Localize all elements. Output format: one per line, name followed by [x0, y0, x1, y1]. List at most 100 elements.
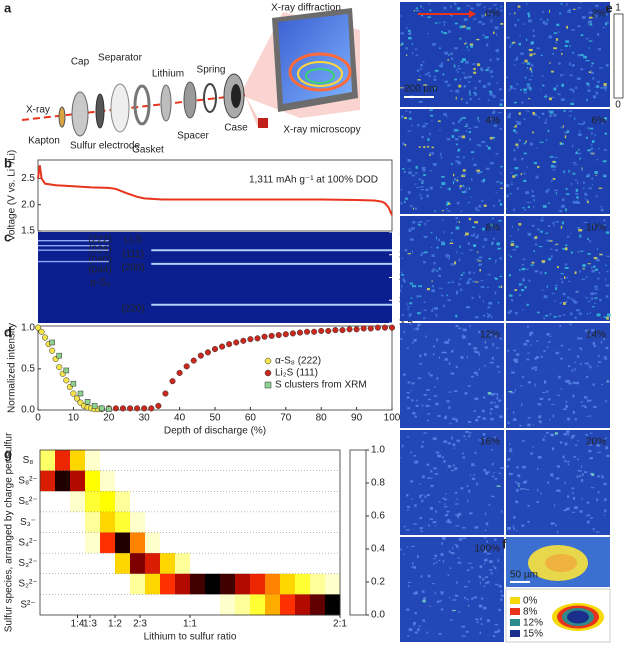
- texture-speck: [496, 485, 501, 487]
- heat-cell: [100, 491, 116, 513]
- texture-speck: [594, 91, 599, 94]
- texture-speck: [591, 266, 593, 269]
- x-tick-label: 10: [68, 413, 80, 424]
- texture-speck: [471, 226, 476, 228]
- texture-speck: [585, 60, 590, 62]
- data-point: [254, 335, 261, 342]
- texture-speck: [487, 580, 490, 584]
- texture-speck: [597, 48, 602, 51]
- texture-speck: [421, 404, 424, 407]
- texture-speck: [555, 287, 557, 290]
- heat-cell: [70, 594, 86, 616]
- texture-speck: [600, 86, 604, 89]
- texture-speck: [421, 180, 425, 183]
- texture-speck: [513, 516, 516, 519]
- texture-speck: [518, 42, 522, 46]
- texture-speck: [542, 205, 547, 208]
- texture-speck: [507, 115, 511, 119]
- texture-speck: [574, 117, 576, 120]
- texture-speck: [599, 253, 603, 256]
- texture-speck: [500, 590, 502, 593]
- texture-speck: [444, 351, 447, 354]
- texture-speck: [490, 75, 494, 78]
- texture-speck: [441, 542, 443, 545]
- texture-speck: [424, 91, 426, 94]
- texture-speck: [603, 438, 606, 440]
- texture-speck: [491, 111, 496, 114]
- texture-speck: [564, 276, 566, 279]
- texture-speck: [483, 204, 487, 207]
- texture-speck: [490, 161, 494, 165]
- texture-speck: [579, 234, 582, 238]
- texture-speck: [465, 306, 470, 309]
- texture-speck: [570, 312, 573, 316]
- texture-speck: [525, 140, 528, 143]
- data-point: [49, 339, 55, 346]
- texture-speck: [407, 29, 411, 32]
- texture-speck: [498, 371, 501, 373]
- texture-speck: [496, 82, 499, 84]
- panel-label: c: [4, 229, 11, 244]
- texture-speck: [510, 240, 515, 243]
- texture-speck: [474, 221, 478, 224]
- texture-speck: [431, 289, 435, 293]
- texture-speck: [594, 171, 598, 174]
- texture-speck: [410, 389, 412, 392]
- texture-speck: [527, 12, 530, 16]
- texture-speck: [598, 354, 600, 358]
- texture-speck: [435, 510, 437, 513]
- texture-speck: [592, 140, 595, 143]
- part-label: Lithium: [152, 69, 184, 80]
- texture-speck: [461, 252, 463, 255]
- texture-speck: [559, 441, 563, 444]
- texture-speck: [593, 405, 597, 409]
- texture-speck: [427, 3, 430, 5]
- texture-speck: [542, 20, 546, 24]
- texture-speck: [496, 7, 498, 10]
- heat-cell: [55, 532, 71, 554]
- texture-speck: [564, 266, 569, 269]
- texture-speck: [446, 520, 448, 523]
- texture-speck: [413, 592, 417, 595]
- heat-cell: [295, 573, 311, 595]
- texture-speck: [528, 98, 531, 100]
- texture-speck: [423, 301, 426, 304]
- texture-speck: [413, 622, 416, 625]
- texture-speck: [605, 64, 609, 67]
- texture-speck: [400, 87, 404, 89]
- texture-speck: [582, 181, 586, 184]
- texture-speck: [566, 25, 568, 29]
- texture-speck: [572, 410, 575, 414]
- heat-cell: [40, 491, 56, 513]
- frame-label: 20%: [586, 437, 606, 448]
- heat-cell: [85, 532, 101, 554]
- texture-speck: [452, 599, 457, 601]
- texture-speck: [473, 164, 477, 167]
- texture-speck: [449, 596, 451, 599]
- heat-cell: [40, 553, 56, 575]
- texture-speck: [594, 268, 599, 271]
- texture-speck: [553, 47, 557, 50]
- heat-cell: [145, 573, 161, 595]
- texture-speck: [428, 605, 432, 607]
- texture-speck: [511, 298, 514, 302]
- texture-speck: [462, 456, 466, 459]
- texture-speck: [515, 245, 519, 248]
- texture-speck: [444, 51, 449, 55]
- texture-speck: [428, 74, 431, 78]
- texture-speck: [569, 88, 574, 91]
- texture-speck: [415, 165, 418, 169]
- texture-speck: [561, 221, 564, 225]
- texture-speck: [463, 585, 468, 588]
- heat-cell: [325, 450, 341, 472]
- texture-speck: [430, 484, 434, 487]
- texture-speck: [553, 315, 557, 318]
- texture-speck: [445, 254, 449, 257]
- texture-speck: [532, 424, 534, 426]
- heat-cell: [220, 553, 236, 575]
- texture-speck: [457, 161, 462, 165]
- heat-cell: [310, 470, 326, 492]
- texture-speck: [488, 257, 492, 260]
- texture-speck: [522, 465, 526, 469]
- heat-cell: [250, 491, 266, 513]
